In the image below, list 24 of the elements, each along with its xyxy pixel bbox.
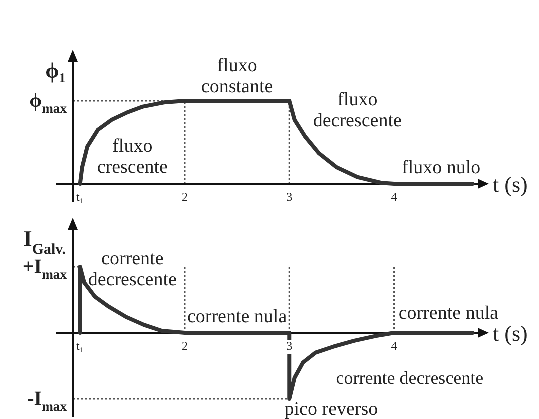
x-axis-title: t (s) xyxy=(493,172,528,197)
annotation: corrente decrescente xyxy=(336,368,484,388)
annotation: corrente nula xyxy=(187,306,288,327)
y-axis-title: ϕ₁ xyxy=(46,58,66,83)
x-tick-label: 2 xyxy=(182,190,188,204)
x-tick-label: 2 xyxy=(182,339,188,353)
text: fluxo constante xyxy=(201,55,274,98)
annotation: fluxo crescente xyxy=(97,136,168,178)
x-axis-title: t (s) xyxy=(493,321,528,346)
x-tick-label: t₁ xyxy=(76,190,84,204)
annotation: corrente decrescente xyxy=(88,248,177,290)
ref-line-label: +I$_{max}$ xyxy=(22,256,68,282)
x-tick-label: 4 xyxy=(391,339,398,353)
ref-line-label: -I$_{max}$ xyxy=(28,388,68,414)
annotation: pico reverso xyxy=(284,398,378,419)
x-tick-label: 3 xyxy=(286,190,293,204)
ref-line-label: ϕ$_{max}$ xyxy=(30,90,68,116)
annotation: fluxo decrescente xyxy=(313,89,402,132)
x-tick-label: 4 xyxy=(391,190,398,204)
x-tick-label: t₁ xyxy=(76,339,84,353)
x-tick-label: 3 xyxy=(286,339,293,353)
annotation: fluxo nulo xyxy=(402,156,481,178)
annotation: corrente nula xyxy=(398,302,500,324)
y-axis-title: I$_{Galv.}$ xyxy=(24,226,66,258)
